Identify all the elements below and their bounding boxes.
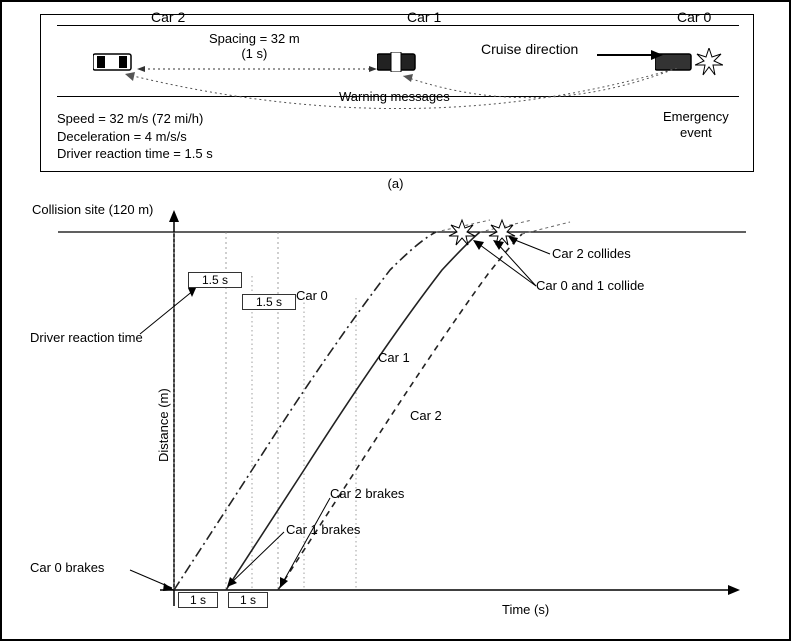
car-0-label: Car 0 <box>677 9 711 25</box>
car2-collides-label: Car 2 collides <box>552 246 631 261</box>
x-axis-label: Time (s) <box>502 602 549 617</box>
scenario-panel: Car 2 Car 1 Car 0 Spacing = 32 m (1 s) C… <box>40 14 754 172</box>
car-1-label: Car 1 <box>407 9 441 25</box>
emergency-label: Emergency event <box>663 109 729 140</box>
param-reaction: Driver reaction time = 1.5 s <box>57 145 213 163</box>
cruise-label: Cruise direction <box>481 41 578 57</box>
car1-brakes-label: Car 1 brakes <box>286 522 360 537</box>
param-decel: Deceleration = 4 m/s/s <box>57 128 213 146</box>
spacing-box-2: 1 s <box>228 592 268 608</box>
spacing-label: Spacing = 32 m (1 s) <box>209 31 300 61</box>
reaction-box-2: 1.5 s <box>242 294 296 310</box>
collision-site-label: Collision site (120 m) <box>32 202 153 217</box>
car2-brakes-label: Car 2 brakes <box>330 486 404 501</box>
y-axis-label: Distance (m) <box>156 388 171 462</box>
param-speed: Speed = 32 m/s (72 mi/h) <box>57 110 213 128</box>
parameters-block: Speed = 32 m/s (72 mi/h) Deceleration = … <box>57 110 213 163</box>
cruise-arrow-icon <box>597 47 663 65</box>
distance-time-chart: Collision site (120 m) 1.5 s 1.5 s Drive… <box>30 198 770 628</box>
car01-collide-label: Car 0 and 1 collide <box>536 278 644 293</box>
reaction-box-1: 1.5 s <box>188 272 242 288</box>
spacing-box-1: 1 s <box>178 592 218 608</box>
car-2-label: Car 2 <box>151 9 185 25</box>
spacing-line2: (1 s) <box>209 46 300 61</box>
warning-label: Warning messages <box>339 89 450 104</box>
emergency-burst-icon <box>695 48 723 81</box>
spacing-line1: Spacing = 32 m <box>209 31 300 46</box>
emergency-line1: Emergency <box>663 109 729 125</box>
car0-brakes-label: Car 0 brakes <box>30 560 104 575</box>
reaction-time-label: Driver reaction time <box>30 330 143 345</box>
emergency-line2: event <box>663 125 729 141</box>
figure-container: Car 2 Car 1 Car 0 Spacing = 32 m (1 s) C… <box>0 0 791 641</box>
subfigure-label: (a) <box>388 176 404 191</box>
curve-car0-label: Car 0 <box>296 288 328 303</box>
curve-car2-label: Car 2 <box>410 408 442 423</box>
curve-car1-label: Car 1 <box>378 350 410 365</box>
